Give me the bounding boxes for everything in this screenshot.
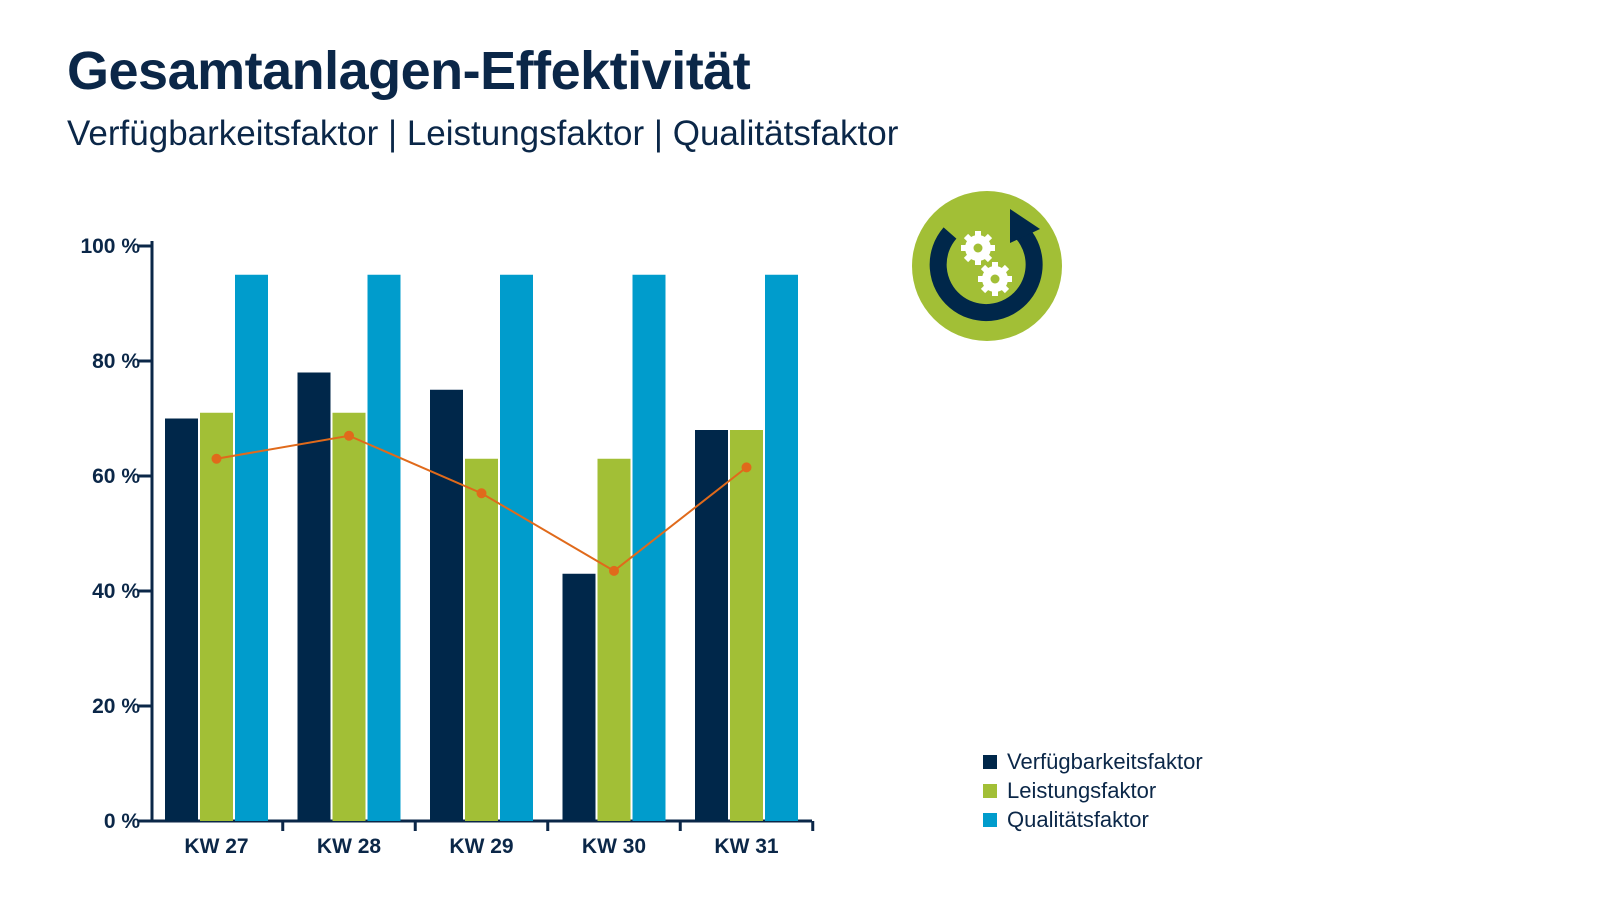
legend-swatch: [983, 783, 997, 798]
bar-kw28-2: [332, 412, 366, 821]
bar-kw30-3: [632, 274, 666, 821]
line-point: [211, 453, 222, 464]
chart-subtitle: Verfügbarkeitsfaktor | Leistungsfaktor |…: [67, 114, 899, 153]
legend-item: Leistungsfaktor: [983, 776, 1203, 805]
line-point: [476, 488, 487, 499]
legend-swatch: [983, 812, 997, 827]
line-point: [741, 462, 752, 473]
bar-kw31-1: [695, 430, 728, 821]
y-tick-label: 60 %: [92, 465, 140, 488]
bar-kw28-1: [297, 372, 331, 821]
chart-title: Gesamtanlagen-Effektivität: [67, 41, 751, 101]
x-tick-label: KW 28: [317, 835, 382, 858]
x-tick-label: KW 31: [714, 835, 779, 858]
bar-kw28-3: [367, 274, 401, 821]
bar-kw31-3: [765, 274, 798, 821]
bar-kw29-2: [465, 458, 498, 821]
y-tick-label: 40 %: [92, 580, 140, 603]
bar-kw30-2: [597, 458, 631, 821]
x-tick-label: KW 29: [449, 835, 513, 858]
bar-kw27-3: [235, 274, 268, 821]
bar-kw27-1: [165, 418, 198, 821]
y-tick-label: 0 %: [104, 810, 141, 833]
bar-kw29-1: [430, 389, 463, 821]
gears-cycle-icon: [912, 191, 1062, 341]
y-tick-label: 20 %: [92, 695, 140, 718]
bar-kw27-2: [200, 412, 233, 821]
legend-label: Qualitätsfaktor: [1007, 806, 1149, 832]
line-point: [344, 430, 354, 441]
legend-item: Qualitätsfaktor: [983, 805, 1203, 834]
x-tick-label: KW 30: [582, 835, 646, 858]
bar-kw30-1: [562, 573, 596, 821]
bar-kw29-3: [500, 274, 533, 821]
legend-label: Leistungsfaktor: [1007, 777, 1157, 803]
x-tick-label: KW 27: [184, 835, 248, 858]
chart-legend: Verfügbarkeitsfaktor Leistungsfaktor Qua…: [983, 747, 1203, 834]
bar-kw31-2: [730, 430, 763, 821]
y-tick-label: 100 %: [80, 235, 140, 258]
y-tick-label: 80 %: [92, 350, 140, 373]
line-point: [609, 565, 619, 576]
legend-label: Verfügbarkeitsfaktor: [1007, 748, 1203, 774]
legend-swatch: [983, 754, 997, 769]
legend-item: Verfügbarkeitsfaktor: [983, 747, 1203, 776]
